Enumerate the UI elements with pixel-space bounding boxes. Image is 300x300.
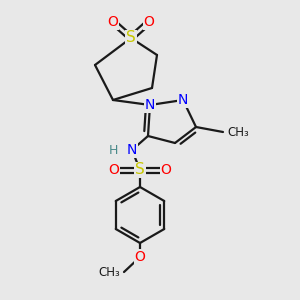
Text: N: N (145, 98, 155, 112)
Text: H: H (108, 143, 118, 157)
Text: O: O (135, 250, 146, 264)
Text: O: O (144, 15, 154, 29)
Text: S: S (135, 163, 145, 178)
Text: CH₃: CH₃ (98, 266, 120, 278)
Text: N: N (127, 143, 137, 157)
Text: O: O (108, 15, 118, 29)
Text: S: S (126, 31, 136, 46)
Text: O: O (109, 163, 119, 177)
Text: O: O (160, 163, 171, 177)
Text: CH₃: CH₃ (227, 125, 249, 139)
Text: N: N (178, 93, 188, 107)
